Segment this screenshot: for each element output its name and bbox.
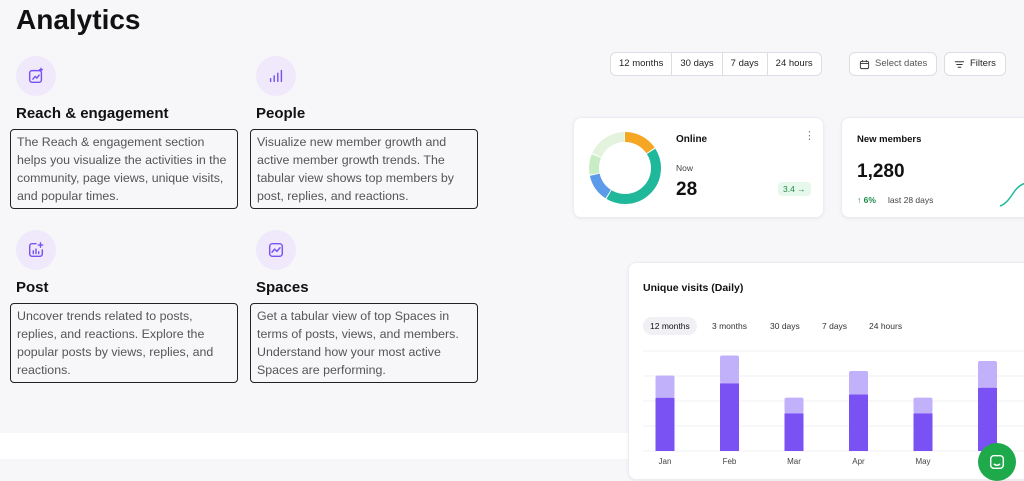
donut-segment-lightgreen [589,132,661,204]
online-change-badge: 3.4 → [778,182,811,196]
bar-mar-series-1[interactable] [784,413,804,451]
bar-mar-series-2[interactable] [784,397,804,414]
feature-description: Visualize new member growth and active m… [250,129,478,209]
bar-jun-series-1[interactable] [978,387,997,451]
new-members-card: New members 1,280 ↑ 6% last 28 days [841,117,1024,218]
chat-launcher-button[interactable] [978,443,1016,481]
bar-may-series-2[interactable] [913,397,933,414]
chat-icon [989,454,1005,470]
range-24-hours[interactable]: 24 hours [775,58,813,69]
online-title: Online [676,134,708,145]
x-tick-label: May [915,457,930,466]
feature-title: People [256,105,306,122]
feature-description: Get a tabular view of top Spaces in term… [250,303,478,383]
calendar-icon [859,59,870,69]
page-title: Analytics [16,4,141,35]
unique-visits-title: Unique visits (Daily) [643,282,744,294]
feature-title: Reach & engagement [16,105,169,122]
new-members-period: last 28 days [888,195,934,205]
bar-jun-series-2[interactable] [978,361,997,388]
new-members-change: ↑ 6% [857,195,876,205]
feature-spaces: Spaces Get a tabular view of top Spaces … [250,230,478,383]
bar-feb-series-1[interactable] [720,383,739,451]
feature-title: Post [16,279,49,296]
filters-button[interactable]: Filters [944,52,1006,76]
new-members-title: New members [857,134,922,145]
feature-people: People Visualize new member growth and a… [250,56,478,209]
range-30-days[interactable]: 30 days [672,53,723,75]
bar-apr-series-1[interactable] [849,394,868,451]
bar-jan-series-1[interactable] [655,397,675,451]
feature-description: The Reach & engagement section helps you… [10,129,238,209]
range-selector: 12 months 30 days 7 days 24 hours [610,52,822,76]
visits-tab-7-days[interactable]: 7 days [822,321,848,331]
filter-lines-icon [954,60,965,68]
online-now-label: Now [676,163,694,173]
filters-label: Filters [970,58,996,69]
online-donut-chart [589,132,661,204]
visits-tab-12-months[interactable]: 12 months [643,317,697,335]
feature-reach-engagement: Reach & engagement The Reach & engagemen… [10,56,238,209]
x-tick-label: Mar [787,457,801,466]
donut-segment-orange [589,132,661,204]
visits-tab-24-hours[interactable]: 24 hours [869,321,903,331]
bar-signal-icon [256,56,296,96]
footer-band [0,433,640,459]
bar-feb-series-2[interactable] [720,355,739,384]
bar-may-series-1[interactable] [913,413,933,451]
more-options-icon[interactable]: ⋮ [804,130,815,142]
visits-tab-3-months[interactable]: 3 months [712,321,747,331]
feature-title: Spaces [256,279,309,296]
select-dates-button[interactable]: Select dates [849,52,938,76]
visits-tab-30-days[interactable]: 30 days [770,321,800,331]
online-value: 28 [676,179,698,200]
range-7-days[interactable]: 7 days [723,53,768,75]
bar-apr-series-2[interactable] [849,371,868,395]
unique-visits-card: Unique visits (Daily) 12 months 3 months… [628,262,1024,480]
feature-post: Post Uncover trends related to posts, re… [10,230,238,383]
online-card: Online ⋮ Now 28 3.4 → [573,117,824,218]
feature-description: Uncover trends related to posts, replies… [10,303,238,383]
line-chart-frame-icon [256,230,296,270]
bar-chart-plus-icon [16,230,56,270]
x-tick-label: Apr [852,457,865,466]
new-members-value: 1,280 [857,161,905,182]
donut-segment-teal [589,132,661,204]
bar-jan-series-2[interactable] [655,375,675,398]
x-tick-label: Feb [723,457,737,466]
new-members-sparkline [999,182,1024,207]
unique-visits-chart: JanFebMarAprMayJun [643,350,1024,466]
x-tick-label: Jan [659,457,672,466]
chart-sparkle-icon [16,56,56,96]
select-dates-label: Select dates [875,58,928,69]
range-12-months[interactable]: 12 months [611,53,673,75]
